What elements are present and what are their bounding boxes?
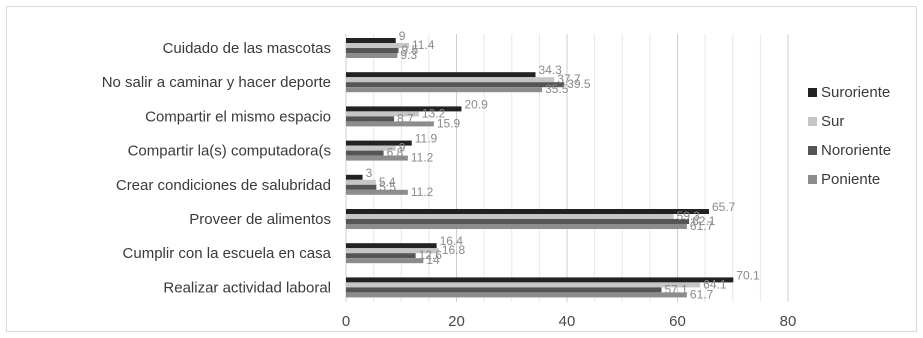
data-label: 34.3 bbox=[539, 63, 563, 77]
legend-swatch bbox=[808, 88, 817, 97]
legend-swatch bbox=[808, 117, 817, 126]
data-label: 37.7 bbox=[557, 72, 581, 86]
x-tick-label: 40 bbox=[559, 313, 576, 330]
bar-sur bbox=[346, 111, 419, 117]
data-label: 5.4 bbox=[379, 175, 396, 189]
category-label: No salir a caminar y hacer deporte bbox=[102, 74, 331, 91]
bar-suroriente bbox=[346, 174, 363, 180]
data-label: 61.7 bbox=[690, 219, 714, 233]
x-tick-label: 80 bbox=[780, 313, 797, 330]
x-axis-ticks: 0 20 40 60 80 bbox=[342, 313, 797, 330]
bar-nororiente bbox=[346, 253, 416, 259]
grid-lines bbox=[345, 34, 789, 302]
bar-suroriente bbox=[346, 277, 734, 283]
data-label: 8.7 bbox=[397, 111, 414, 125]
x-tick-label: 60 bbox=[669, 313, 686, 330]
category-label: Proveer de alimentos bbox=[189, 211, 331, 228]
data-label: 14 bbox=[426, 253, 440, 267]
bar-sur bbox=[346, 282, 701, 288]
data-label: 9 bbox=[399, 141, 406, 155]
bar-poniente bbox=[346, 189, 408, 195]
data-label: 64.1 bbox=[703, 277, 727, 291]
bar-sur bbox=[346, 145, 396, 151]
bar-suroriente bbox=[346, 243, 437, 249]
bar-poniente bbox=[346, 155, 408, 161]
bar-sur bbox=[346, 214, 674, 219]
data-label: 9 bbox=[399, 29, 406, 43]
bars bbox=[346, 38, 734, 298]
bar-sur bbox=[346, 248, 439, 254]
legend-label: Suroriente bbox=[821, 84, 890, 101]
bar-poniente bbox=[346, 121, 434, 127]
bar-nororiente bbox=[346, 219, 690, 224]
data-label: 35.5 bbox=[545, 82, 569, 96]
x-tick-label: 20 bbox=[448, 313, 465, 330]
bar-nororiente bbox=[346, 287, 662, 293]
data-label: 13.2 bbox=[422, 106, 446, 120]
category-label: Crear condiciones de salubridad bbox=[116, 177, 331, 194]
data-label: 9.5 bbox=[401, 43, 418, 57]
x-tick-label: 0 bbox=[342, 313, 350, 330]
legend-swatch bbox=[808, 175, 817, 184]
legend-swatch bbox=[808, 146, 817, 155]
bar-poniente bbox=[346, 87, 543, 93]
bar-suroriente bbox=[346, 72, 536, 78]
bar-nororiente bbox=[346, 184, 377, 190]
legend: Suroriente Sur Nororiente Poniente bbox=[808, 84, 891, 188]
category-label: Realizar actividad laboral bbox=[163, 279, 331, 296]
category-label: Compartir el mismo espacio bbox=[145, 108, 331, 125]
data-label: 65.7 bbox=[712, 200, 736, 214]
bar-sur bbox=[346, 77, 555, 83]
bar-sur bbox=[346, 43, 409, 48]
category-label: Compartir la(s) computadora(s bbox=[128, 143, 331, 160]
data-label: 6.8 bbox=[387, 146, 404, 160]
bar-poniente bbox=[346, 53, 398, 58]
data-label: 11.4 bbox=[412, 38, 435, 52]
chart-frame bbox=[6, 6, 917, 332]
category-label: Cumplir con la escuela en casa bbox=[123, 245, 332, 262]
data-label: 11.2 bbox=[411, 151, 434, 165]
bar-poniente bbox=[346, 258, 424, 264]
data-labels: 911.49.59.334.337.739.535.520.913.28.7 15… bbox=[366, 29, 760, 301]
bar-suroriente bbox=[346, 106, 462, 112]
data-label: 11.2 bbox=[411, 185, 434, 199]
data-label: 61.7 bbox=[690, 287, 714, 301]
bar-nororiente bbox=[346, 116, 395, 122]
data-label: 16.4 bbox=[440, 234, 464, 248]
data-label: 59.3 bbox=[677, 209, 701, 223]
bar-nororiente bbox=[346, 82, 565, 88]
data-label: 20.9 bbox=[464, 97, 488, 111]
data-label: 15.9 bbox=[437, 116, 461, 130]
data-label: 11.9 bbox=[415, 132, 438, 146]
data-label: 57.1 bbox=[664, 282, 688, 296]
data-label: 39.5 bbox=[567, 77, 591, 91]
category-labels: Cuidado de las mascotas No salir a camina… bbox=[102, 40, 332, 296]
bar-sur bbox=[346, 179, 376, 185]
bar-suroriente bbox=[346, 38, 396, 43]
bar-nororiente bbox=[346, 150, 384, 156]
data-label: 70.1 bbox=[736, 268, 760, 282]
data-label: 16.8 bbox=[442, 243, 466, 257]
bar-nororiente bbox=[346, 48, 399, 53]
bar-suroriente bbox=[346, 209, 709, 214]
category-label: Cuidado de las mascotas bbox=[163, 40, 331, 57]
bar-poniente bbox=[346, 224, 687, 229]
data-label: 9.3 bbox=[400, 48, 417, 62]
legend-label: Poniente bbox=[821, 171, 880, 188]
bar-poniente bbox=[346, 292, 687, 298]
data-label: 3 bbox=[366, 166, 373, 180]
bar-suroriente bbox=[346, 140, 412, 146]
data-label: 12.6 bbox=[419, 248, 443, 262]
data-label: 5.5 bbox=[379, 180, 396, 194]
legend-label: Sur bbox=[821, 113, 844, 130]
legend-label: Nororiente bbox=[821, 142, 891, 159]
data-label: 62.1 bbox=[692, 214, 716, 228]
